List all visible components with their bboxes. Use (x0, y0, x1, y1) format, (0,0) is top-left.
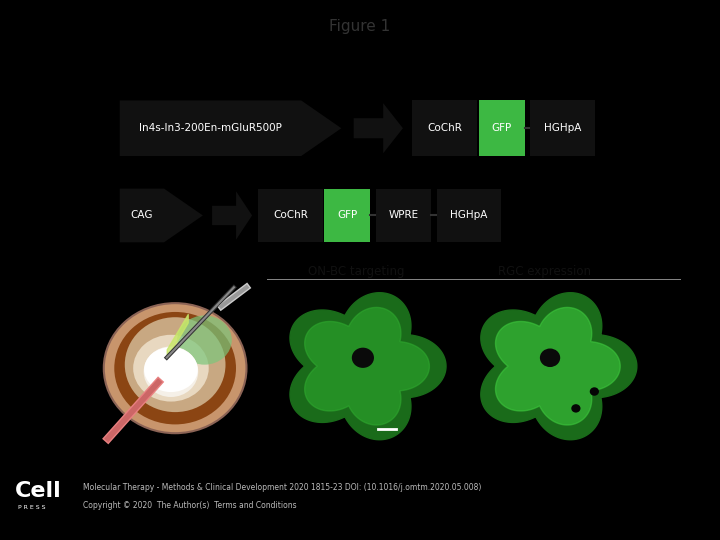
Polygon shape (305, 307, 429, 425)
FancyBboxPatch shape (531, 100, 595, 156)
Text: In4s-In3-200En-mGluR500P: In4s-In3-200En-mGluR500P (139, 123, 282, 133)
Text: P R E S S: P R E S S (18, 505, 45, 510)
Text: A: A (89, 82, 103, 99)
Text: ON-BC targeting: ON-BC targeting (308, 265, 405, 278)
FancyBboxPatch shape (479, 100, 525, 156)
Text: CoChR: CoChR (427, 123, 462, 133)
Ellipse shape (133, 335, 209, 402)
Text: C: C (89, 288, 102, 306)
Ellipse shape (104, 303, 246, 433)
Text: Figure 1: Figure 1 (329, 19, 391, 34)
Circle shape (571, 404, 580, 413)
Polygon shape (495, 307, 620, 425)
Polygon shape (481, 293, 636, 440)
Ellipse shape (125, 317, 225, 412)
Text: E: E (462, 288, 474, 306)
FancyBboxPatch shape (437, 188, 501, 242)
FancyBboxPatch shape (412, 100, 477, 156)
Text: CAG: CAG (130, 211, 153, 220)
Polygon shape (212, 191, 252, 240)
Circle shape (352, 348, 374, 368)
FancyBboxPatch shape (324, 188, 370, 242)
Ellipse shape (177, 315, 232, 364)
Ellipse shape (144, 346, 198, 397)
Text: HGHpA: HGHpA (451, 211, 487, 220)
Text: HGHpA: HGHpA (544, 123, 581, 133)
Polygon shape (120, 100, 341, 156)
Text: GFP: GFP (492, 123, 512, 133)
Text: WPRE: WPRE (389, 211, 418, 220)
Circle shape (540, 348, 560, 367)
Polygon shape (120, 188, 203, 242)
FancyBboxPatch shape (258, 188, 323, 242)
Polygon shape (290, 293, 446, 440)
Text: GFP: GFP (337, 211, 357, 220)
Text: D: D (274, 288, 289, 306)
Text: Cell: Cell (14, 481, 61, 501)
Text: B: B (89, 185, 102, 203)
Ellipse shape (114, 312, 236, 424)
Text: RGC expression: RGC expression (498, 265, 591, 278)
Circle shape (144, 347, 198, 392)
Polygon shape (354, 103, 403, 153)
Circle shape (590, 387, 599, 396)
Text: CoChR: CoChR (273, 211, 308, 220)
FancyBboxPatch shape (376, 188, 431, 242)
Text: Copyright © 2020  The Author(s)  Terms and Conditions: Copyright © 2020 The Author(s) Terms and… (83, 501, 297, 510)
Text: Molecular Therapy - Methods & Clinical Development 2020 1815-23 DOI: (10.1016/j.: Molecular Therapy - Methods & Clinical D… (83, 483, 481, 492)
